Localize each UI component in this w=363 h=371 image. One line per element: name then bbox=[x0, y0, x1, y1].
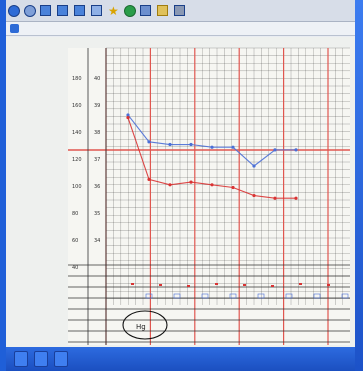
refresh-button[interactable] bbox=[57, 3, 70, 19]
data-point bbox=[168, 183, 172, 187]
search-icon bbox=[91, 5, 102, 16]
data-point bbox=[126, 116, 130, 120]
history-icon bbox=[139, 5, 151, 16]
media-icon bbox=[123, 4, 136, 17]
monitor-bezel-left bbox=[0, 0, 6, 371]
row-mark bbox=[271, 285, 274, 287]
data-point bbox=[168, 142, 172, 147]
taskbar-item[interactable] bbox=[54, 351, 68, 367]
chart-paper bbox=[68, 48, 350, 345]
data-point bbox=[294, 196, 298, 200]
data-point bbox=[231, 185, 235, 190]
y-tick-right: 35 bbox=[94, 211, 100, 217]
row-mark bbox=[243, 284, 246, 286]
data-point bbox=[252, 193, 256, 198]
taskbar bbox=[6, 347, 355, 371]
y-tick-right: 40 bbox=[94, 76, 100, 82]
media-button[interactable] bbox=[123, 3, 136, 19]
y-tick-left: 140 bbox=[72, 130, 82, 136]
taskbar-item[interactable] bbox=[14, 351, 28, 367]
y-tick-right: 38 bbox=[94, 130, 100, 136]
page-icon bbox=[10, 24, 19, 33]
address-bar[interactable] bbox=[6, 22, 355, 36]
data-point bbox=[294, 148, 298, 152]
data-point bbox=[231, 145, 235, 149]
row-mark bbox=[229, 293, 237, 299]
data-point bbox=[147, 140, 151, 144]
row-mark bbox=[313, 293, 321, 299]
y-tick-right: 37 bbox=[94, 157, 100, 163]
row-mark bbox=[341, 293, 349, 299]
y-tick-left: 40 bbox=[72, 265, 78, 271]
refresh-icon bbox=[57, 5, 68, 16]
y-tick-right: 36 bbox=[94, 184, 100, 190]
row-mark bbox=[299, 283, 302, 285]
mail-button[interactable] bbox=[156, 3, 170, 19]
mail-icon bbox=[156, 5, 168, 16]
stop-button[interactable] bbox=[40, 3, 53, 19]
screen: ★ 180 160 140 120 100 80 60 40 40 39 38 37 36 35 34 Hg bbox=[6, 0, 355, 371]
forward-button[interactable] bbox=[24, 3, 36, 19]
handdrawn-circle bbox=[122, 310, 168, 340]
y-tick-left: 100 bbox=[72, 184, 82, 190]
data-point bbox=[273, 148, 277, 152]
data-point bbox=[147, 177, 151, 182]
search-button[interactable] bbox=[91, 3, 104, 19]
print-icon bbox=[173, 5, 185, 16]
print-button[interactable] bbox=[173, 3, 187, 19]
back-icon bbox=[8, 4, 20, 17]
home-icon bbox=[74, 5, 85, 16]
favorites-icon: ★ bbox=[108, 3, 119, 18]
data-point bbox=[210, 183, 214, 187]
data-point bbox=[126, 113, 130, 117]
data-point bbox=[210, 145, 214, 149]
stop-icon bbox=[40, 5, 51, 16]
monitor-bezel-right bbox=[355, 0, 363, 371]
taskbar-item[interactable] bbox=[34, 351, 48, 367]
data-point bbox=[273, 196, 277, 200]
favorites-button[interactable]: ★ bbox=[108, 3, 120, 19]
row-mark bbox=[215, 283, 218, 285]
row-mark bbox=[145, 293, 153, 299]
y-tick-right: 34 bbox=[94, 238, 100, 244]
row-mark bbox=[201, 293, 209, 299]
y-tick-left: 120 bbox=[72, 157, 82, 163]
forward-icon bbox=[24, 4, 36, 17]
browser-toolbar: ★ bbox=[6, 0, 355, 22]
y-tick-left: 60 bbox=[72, 238, 78, 244]
row-mark bbox=[173, 293, 181, 299]
history-button[interactable] bbox=[139, 3, 153, 19]
row-mark bbox=[327, 284, 330, 286]
y-tick-right: 39 bbox=[94, 103, 100, 109]
data-point bbox=[189, 180, 193, 184]
y-tick-left: 180 bbox=[72, 76, 82, 82]
row-mark bbox=[131, 283, 134, 285]
back-button[interactable] bbox=[8, 3, 20, 19]
circled-note: Hg bbox=[136, 323, 146, 331]
row-mark bbox=[285, 293, 293, 299]
y-tick-left: 160 bbox=[72, 103, 82, 109]
vital-signs-chart: 180 160 140 120 100 80 60 40 40 39 38 37 36 35 34 Hg bbox=[68, 47, 350, 345]
row-mark bbox=[159, 284, 162, 286]
data-point bbox=[252, 164, 256, 168]
row-mark bbox=[257, 293, 265, 299]
y-tick-left: 80 bbox=[72, 211, 78, 217]
data-point bbox=[189, 142, 193, 147]
row-mark bbox=[187, 285, 190, 287]
home-button[interactable] bbox=[74, 3, 87, 19]
